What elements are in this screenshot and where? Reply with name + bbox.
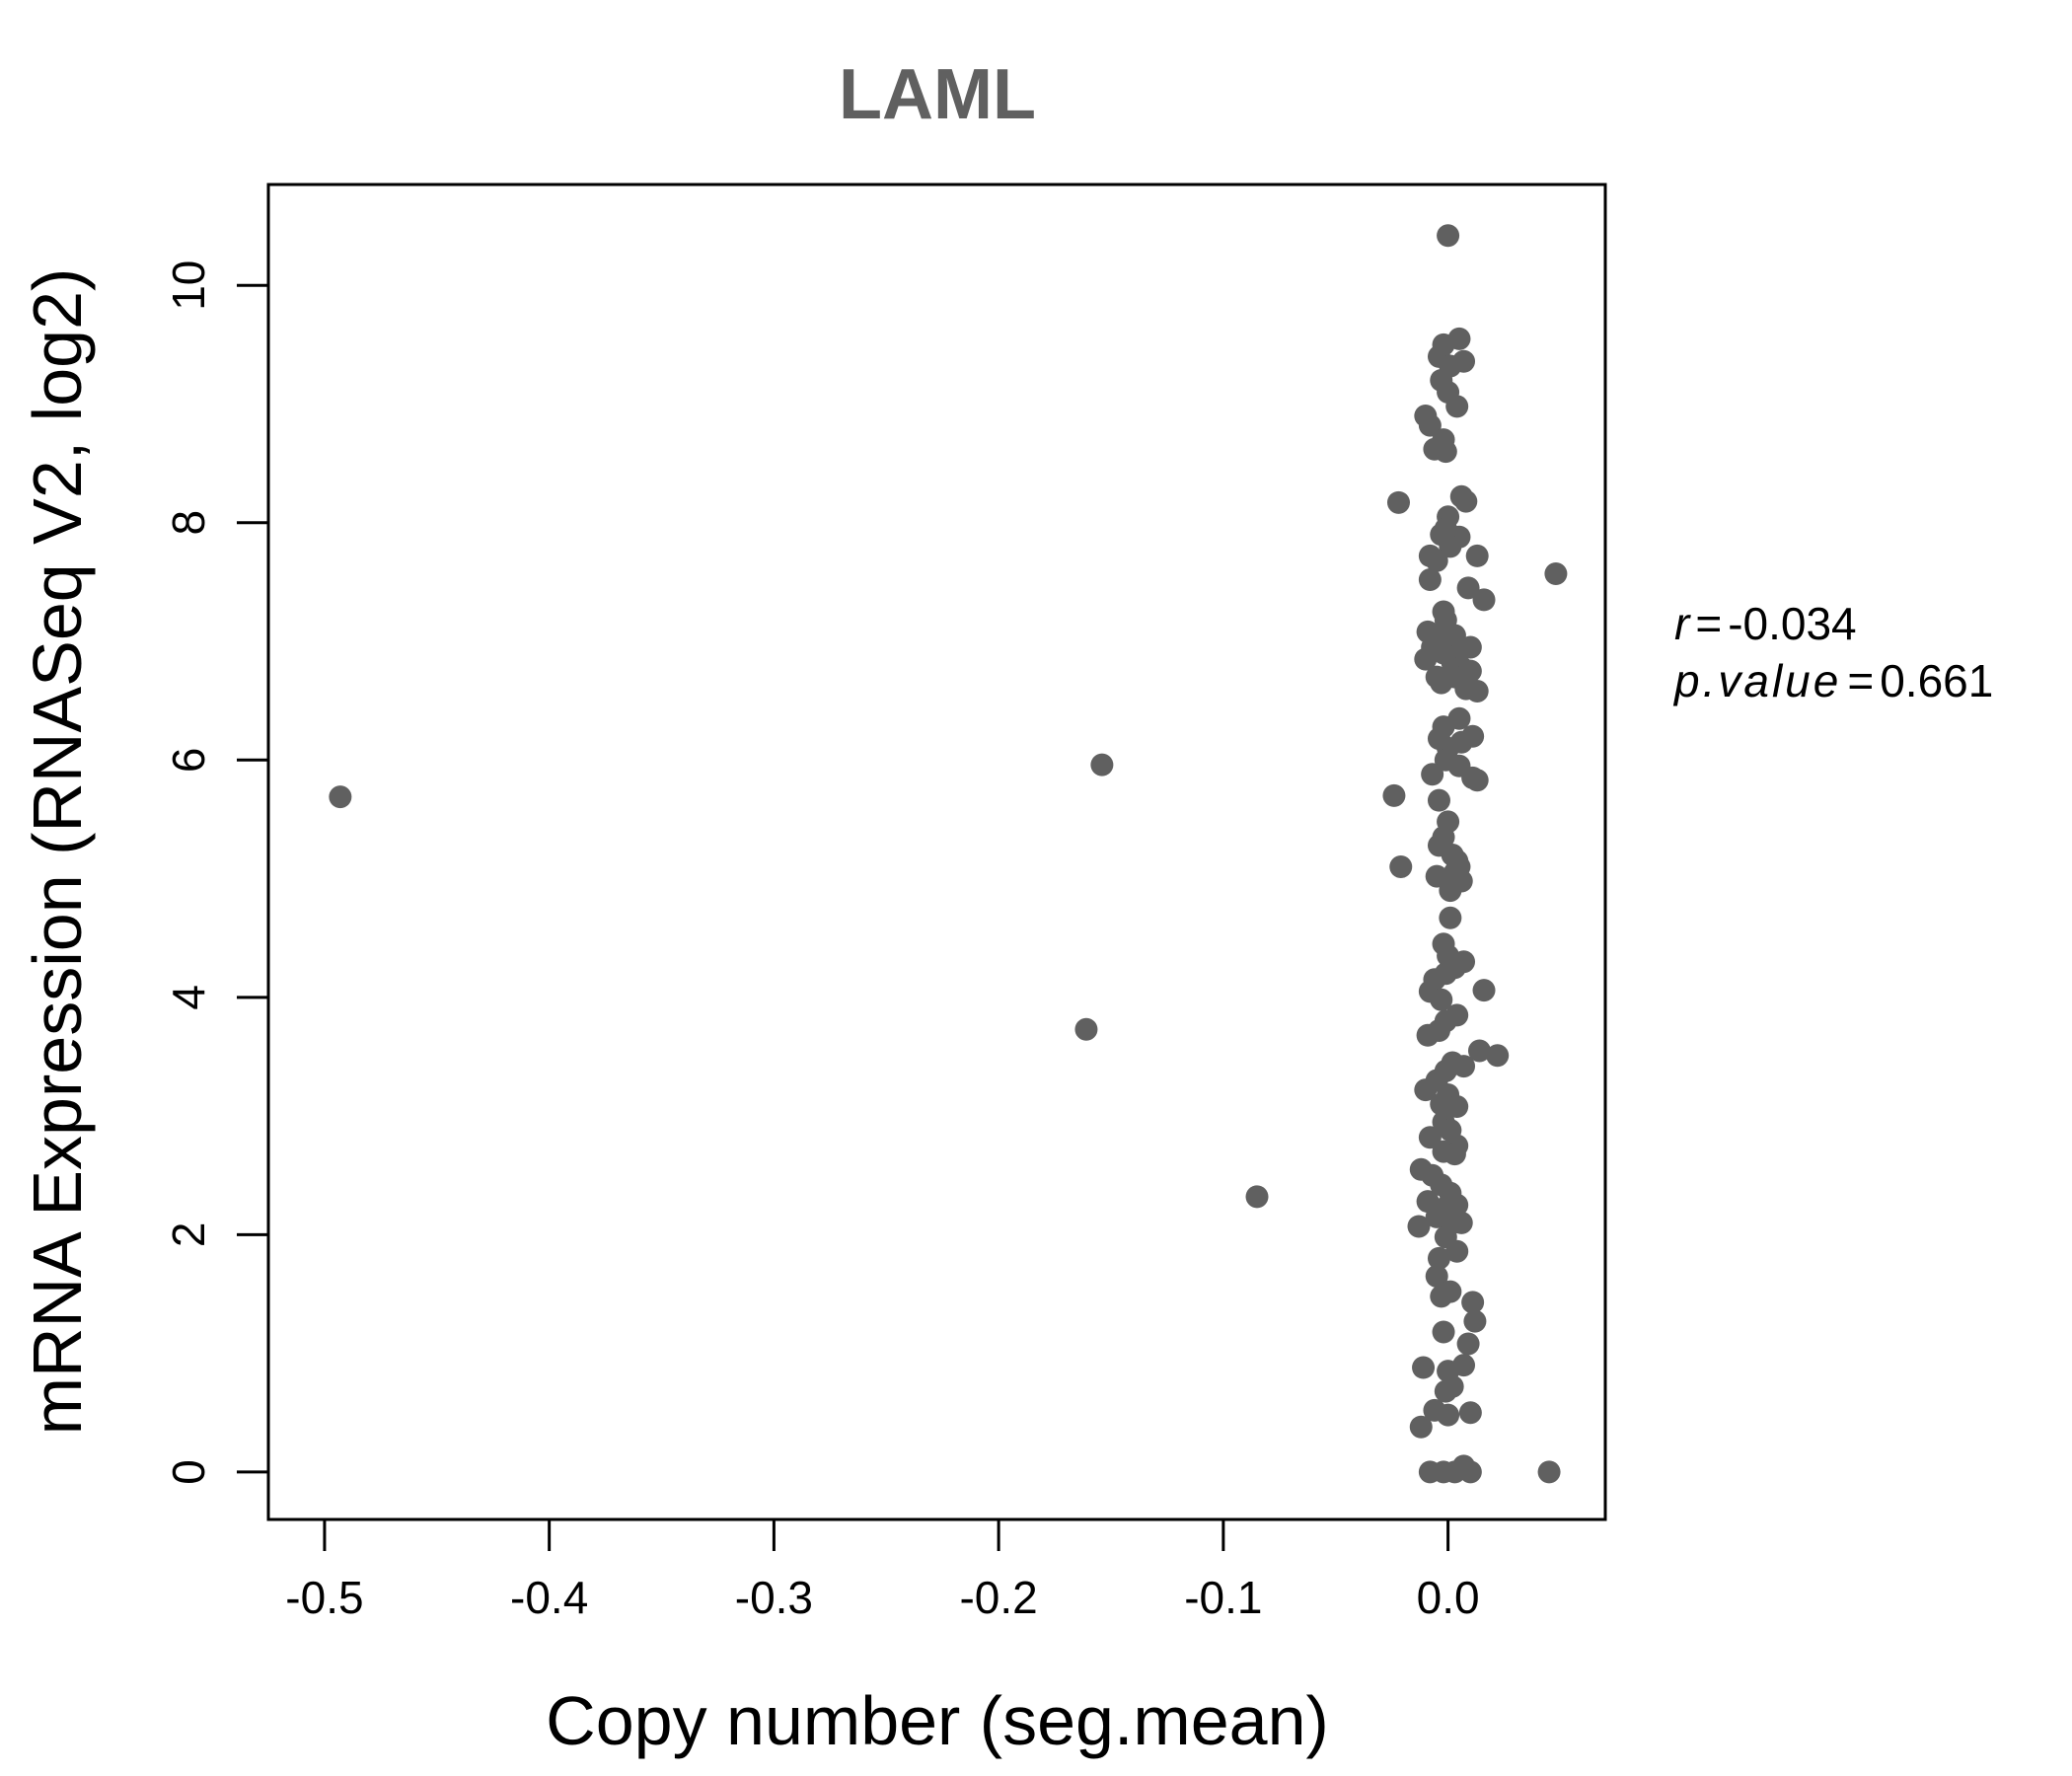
data-point [1090,753,1114,777]
y-tick-label: 0 [163,1459,214,1485]
x-tick-label: -0.3 [735,1572,813,1623]
data-point [1456,1332,1480,1356]
x-tick-label: -0.4 [510,1572,588,1623]
data-point [1430,1285,1453,1308]
x-tick-label: -0.2 [959,1572,1037,1623]
data-point [1437,1403,1460,1427]
y-tick-label: 2 [163,1222,214,1248]
data-point [1467,1039,1491,1063]
p-equals: = [1847,655,1874,706]
r-equals: = [1695,598,1722,649]
r-label: r [1674,598,1691,649]
x-tick-label: -0.1 [1184,1572,1262,1623]
y-tick-label: 6 [163,747,214,773]
p-value-label: p.value [1672,655,1841,706]
y-axis: 0 2 4 6 8 10 [163,260,268,1485]
data-point [1452,1055,1476,1078]
data-point [1414,1078,1438,1102]
data-point [1439,906,1462,929]
x-tick-label: 0.0 [1417,1572,1480,1623]
data-point [1537,1460,1561,1484]
data-point [1445,1094,1469,1118]
data-point [1418,1126,1442,1149]
data-point [1458,1401,1482,1425]
data-point [1414,647,1438,671]
data-point [1465,680,1489,703]
data-point [1461,766,1485,789]
data-point [1465,544,1489,567]
data-point [1449,1211,1473,1234]
data-point [1461,1291,1485,1314]
data-point [1458,1460,1482,1484]
p-value: 0.661 [1880,655,1993,706]
data-point [1074,1017,1098,1041]
y-tick-label: 4 [163,985,214,1010]
data-point [1407,1215,1431,1238]
data-point [1416,1023,1440,1047]
data-point [1430,988,1453,1011]
data-point [1454,489,1478,513]
data-point [1437,224,1460,248]
data-point [329,785,352,809]
data-point [1412,1356,1436,1379]
data-point [1245,1185,1269,1209]
data-point [1430,671,1453,695]
y-axis-label: mRNA Expression (RNASeq V2, log2) [19,268,96,1436]
chart-title: LAML [839,55,1036,134]
data-point [1425,1264,1448,1288]
data-point [1445,395,1469,418]
correlation-p-value: p.value = 0.661 [1672,655,1993,706]
data-point [1472,588,1496,612]
x-tick-label: -0.5 [285,1572,363,1623]
data-point [1486,1044,1510,1068]
data-point [1439,535,1462,558]
data-point [1425,549,1448,572]
data-point [1409,1415,1433,1439]
data-point [1432,1320,1455,1344]
data-point [1434,1379,1457,1403]
data-point [1439,879,1462,903]
data-point [1544,561,1568,585]
data-point [1382,783,1406,807]
y-tick-label: 10 [163,260,214,311]
data-point [1389,855,1413,879]
x-axis: -0.5 -0.4 -0.3 -0.2 -0.1 0.0 [285,1519,1480,1623]
data-point [1418,567,1442,591]
y-tick-label: 8 [163,510,214,536]
data-point [1421,763,1444,786]
data-point [1445,1239,1469,1263]
data-point [1443,1143,1466,1166]
data-point [1472,979,1496,1002]
data-point [1427,788,1450,812]
r-value: -0.034 [1728,598,1856,649]
x-axis-label: Copy number (seg.mean) [546,1682,1329,1759]
plot-frame [266,183,1607,1521]
correlation-r: r = -0.034 [1674,598,1857,649]
data-point [1427,1246,1450,1270]
data-points [329,224,1568,1484]
data-point [1463,1309,1487,1333]
data-point [1418,413,1442,437]
data-point [1386,490,1410,514]
data-point [1434,440,1457,464]
data-point [1456,576,1480,600]
